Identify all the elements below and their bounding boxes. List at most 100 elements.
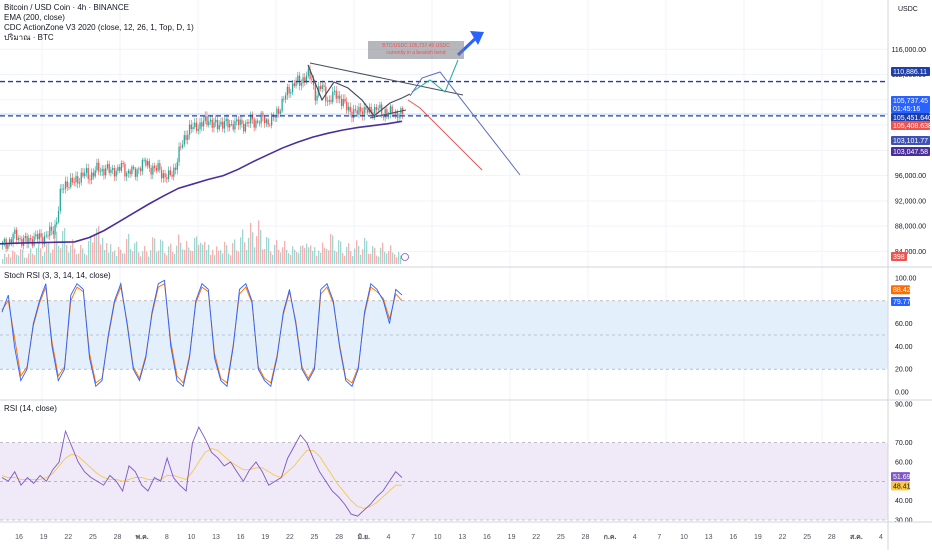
volume-bar: [116, 255, 118, 264]
volume-bar: [22, 249, 24, 264]
candle-body: [101, 168, 103, 172]
volume-bar: [176, 245, 178, 264]
candle-body: [105, 168, 107, 176]
volume-bar: [82, 248, 84, 264]
date-axis: 16 19 22 25 28 พ.ค. 8 10 13 16 19 22 25 28 มิ.ย. 4 7 10 13…: [15, 533, 883, 541]
volume-bar: [180, 242, 182, 264]
candle-body: [199, 122, 201, 130]
candle-body: [24, 235, 27, 238]
price-tag-bg: [891, 96, 930, 105]
candle-body: [183, 135, 185, 145]
date-tick: 13: [212, 534, 220, 541]
price-tag-label: 103,047.58: [893, 149, 928, 156]
symbol-title[interactable]: Bitcoin / USD Coin · 4h · BINANCE: [4, 3, 129, 12]
date-tick: 19: [508, 534, 516, 541]
support-trendline: [369, 109, 407, 119]
candle-body: [150, 167, 152, 175]
volume-bar: [184, 250, 186, 264]
volume-bar: [286, 249, 288, 264]
ema-legend[interactable]: EMA (200, close): [4, 13, 65, 22]
candle-body: [297, 75, 299, 81]
rsi-legend[interactable]: RSI (14, close): [4, 404, 57, 413]
stoch-tick: 100.00: [895, 276, 917, 283]
volume-bar: [252, 232, 254, 264]
candle-body: [312, 79, 315, 86]
volume-bar: [268, 238, 270, 264]
volume-bar: [334, 250, 336, 264]
cdc-legend[interactable]: CDC ActionZone V3 2020 (close, 12, 26, 1…: [4, 23, 194, 32]
candle-body: [237, 119, 240, 126]
candle-body: [159, 163, 161, 170]
volume-bar: [10, 257, 12, 264]
candle-body: [50, 226, 53, 231]
candle-body: [54, 224, 56, 235]
volume-bar: [26, 257, 28, 264]
volume-bar: [390, 245, 392, 264]
date-tick: 22: [286, 534, 294, 541]
volume-bar: [320, 252, 322, 264]
volume-bar: [344, 255, 346, 264]
volume-bar: [92, 242, 94, 264]
volume-bar: [362, 249, 364, 264]
candle-body: [246, 122, 248, 124]
candle-body: [42, 237, 44, 245]
candle-body: [274, 116, 276, 118]
volume-bar: [120, 249, 122, 264]
volume-bar: [66, 244, 68, 264]
volume-bar: [292, 246, 294, 264]
ema-200-line: [0, 120, 403, 245]
volume-bar: [342, 252, 344, 264]
volume-bar: [224, 241, 226, 264]
volume-bar: [370, 253, 372, 264]
stoch-legend[interactable]: Stoch RSI (3, 3, 14, 14, close): [4, 271, 111, 280]
volume-bar: [392, 252, 394, 264]
volume-bar: [68, 252, 70, 264]
volume-legend[interactable]: ปริมาณ · BTC: [4, 33, 54, 42]
candle-body: [356, 110, 358, 115]
drawings[interactable]: [307, 31, 521, 261]
candle-body: [99, 171, 102, 173]
candle-body: [7, 244, 9, 249]
candle-body: [133, 166, 135, 169]
date-tick: 19: [40, 534, 48, 541]
candle-body: [391, 106, 393, 114]
volume-bar: [328, 250, 330, 264]
date-tick: 19: [261, 534, 269, 541]
candle-body: [15, 229, 18, 240]
candle-body: [340, 98, 343, 106]
candle-body: [358, 107, 360, 115]
volume-bar: [396, 257, 398, 264]
rsi-tick: 40.00: [895, 498, 913, 505]
candle-body: [169, 170, 171, 176]
annotation-box[interactable]: BTC/USDC 105,737.45 USDC currently in a …: [368, 41, 464, 59]
currency-label[interactable]: USDC: [898, 6, 918, 13]
candle-body: [98, 162, 100, 172]
main-legend[interactable]: Bitcoin / USD Coin · 4h · BINANCE EMA (2…: [4, 3, 194, 43]
candle-body: [139, 168, 142, 172]
candle-body: [333, 90, 336, 92]
candle-body: [12, 233, 14, 243]
volume-bar: [164, 252, 166, 264]
candle-body: [63, 188, 65, 190]
volume-bar: [106, 243, 108, 264]
volume-bar: [242, 229, 244, 264]
candle-body: [153, 165, 156, 168]
volume-bar: [32, 253, 34, 264]
candle-body: [342, 99, 344, 106]
volume-bar: [226, 245, 228, 264]
candle-body: [239, 119, 241, 126]
candle-body: [323, 85, 325, 87]
volume-bar: [166, 255, 168, 264]
candle-body: [375, 107, 378, 110]
volume-bar: [170, 243, 172, 264]
bullish-projection: [411, 59, 459, 93]
volume-bar: [40, 248, 42, 264]
candle-body: [164, 173, 166, 178]
resistance-trendline: [309, 62, 464, 96]
candle-body: [14, 229, 16, 234]
candle-body: [277, 108, 280, 114]
volume-bar: [182, 249, 184, 264]
candle-body: [201, 122, 203, 127]
candle-body: [337, 95, 339, 99]
